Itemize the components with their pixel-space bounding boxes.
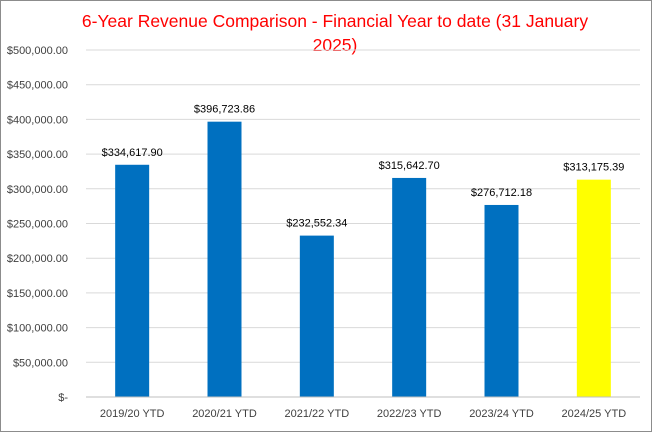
x-tick-label: 2022/23 YTD [377, 408, 442, 420]
bar [299, 235, 334, 397]
data-label: $315,642.70 [379, 160, 440, 172]
y-tick-label: $300,000.00 [7, 184, 68, 196]
y-tick-label: $200,000.00 [7, 253, 68, 265]
y-tick-label: $- [58, 392, 68, 404]
data-labels: $334,617.90 $396,723.86 $232,552.34 $315,64… [102, 104, 625, 230]
x-tick-label: 2021/22 YTD [285, 408, 350, 420]
x-tick-label: 2023/24 YTD [469, 408, 534, 420]
data-label: $396,723.86 [194, 104, 255, 116]
bar [392, 177, 427, 397]
x-tick-label: 2020/21 YTD [192, 408, 257, 420]
bar [207, 121, 242, 397]
x-tick-label: 2019/20 YTD [100, 408, 165, 420]
y-tick-label: $450,000.00 [7, 80, 68, 92]
y-tick-label: $50,000.00 [13, 357, 68, 369]
bar [576, 179, 611, 397]
data-label: $334,617.90 [102, 147, 163, 159]
data-label: $313,175.39 [563, 162, 624, 174]
y-tick-label: $400,000.00 [7, 114, 68, 126]
y-tick-label: $350,000.00 [7, 149, 68, 161]
y-tick-label: $500,000.00 [7, 45, 68, 57]
x-tick-label: 2024/25 YTD [562, 408, 627, 420]
data-label: $276,712.18 [471, 187, 532, 199]
gridlines [86, 49, 640, 363]
y-tick-label: $150,000.00 [7, 288, 68, 300]
x-axis-tick-labels: 2019/20 YTD 2020/21 YTD 2021/22 YTD 2022/23… [100, 408, 626, 420]
y-tick-label: $250,000.00 [7, 219, 68, 231]
bars [115, 121, 611, 397]
bar [484, 204, 519, 397]
y-axis-tick-labels: $- $50,000.00 $100,000.00 $150,000.00 $200,0… [7, 45, 69, 404]
data-label: $232,552.34 [286, 218, 347, 230]
y-tick-label: $100,000.00 [7, 323, 68, 335]
bar [115, 164, 150, 397]
